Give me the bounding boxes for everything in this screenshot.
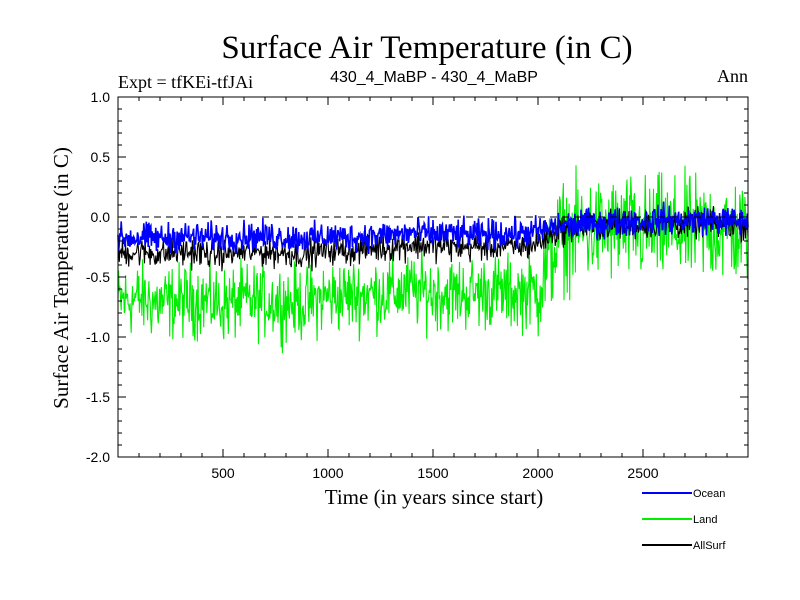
- plot-area: 500 1000 1500 2000 2500 -2.0 -1.5 -1.0 -0.5 0.0 0.…: [86, 89, 749, 481]
- x-axis-label: Time (in years since start): [325, 485, 544, 509]
- x-tick-label: 1500: [417, 465, 448, 481]
- season-label: Ann: [717, 66, 748, 86]
- legend-label-land: Land: [693, 514, 717, 526]
- x-tick-label: 2500: [627, 465, 658, 481]
- legend: Ocean Land AllSurf: [642, 488, 726, 552]
- comparison-label: 430_4_MaBP - 430_4_MaBP: [330, 69, 538, 86]
- series-line-ocean: [117, 201, 749, 255]
- y-tick-label: -2.0: [86, 449, 110, 465]
- x-tick-label: 2000: [522, 465, 553, 481]
- y-tick-label: -1.5: [86, 389, 110, 405]
- plot-frame: [117, 96, 749, 458]
- y-tick-label: 0.5: [91, 149, 111, 165]
- legend-label-allsurf: AllSurf: [693, 540, 726, 552]
- x-tick-label: 1000: [312, 465, 343, 481]
- y-tick-label: 1.0: [91, 89, 111, 105]
- series-line-allsurf: [117, 206, 749, 272]
- series-line-land: [117, 165, 749, 354]
- series-layer: [117, 165, 749, 354]
- legend-label-ocean: Ocean: [693, 488, 725, 500]
- y-axis-label: Surface Air Temperature (in C): [49, 147, 73, 409]
- tick-layer: 500 1000 1500 2000 2500 -2.0 -1.5 -1.0 -0.5 0.0 0.…: [86, 89, 748, 481]
- y-tick-label: -0.5: [86, 269, 110, 285]
- experiment-label: Expt = tfKEi-tfJAi: [118, 72, 253, 92]
- y-tick-label: 0.0: [91, 209, 111, 225]
- x-tick-label: 500: [211, 465, 235, 481]
- chart-title: Surface Air Temperature (in C): [221, 30, 632, 66]
- y-tick-label: -1.0: [86, 329, 110, 345]
